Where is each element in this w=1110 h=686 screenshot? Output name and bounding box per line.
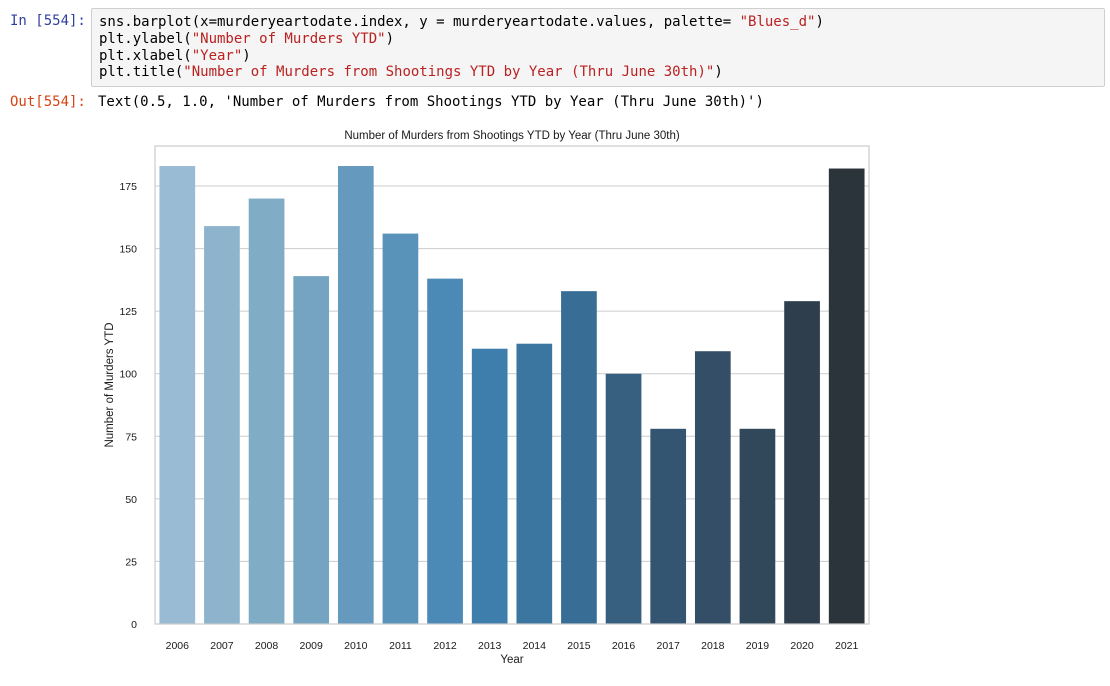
bar-chart: Number of Murders from Shootings YTD by … (104, 130, 870, 666)
y-tick-label: 25 (125, 556, 137, 568)
x-axis-label: Year (500, 654, 523, 666)
bar (561, 291, 597, 624)
x-tick-label: 2008 (255, 640, 279, 652)
x-tick-label: 2016 (612, 640, 636, 652)
x-tick-label: 2011 (389, 640, 412, 652)
code-line: plt.xlabel("Year") (99, 48, 1097, 65)
bar (204, 226, 240, 624)
output-prompt: Out[554]: (10, 94, 86, 110)
bar (694, 351, 731, 624)
code-string: "Blues_d" (739, 14, 816, 30)
x-tick-label: 2006 (166, 640, 190, 652)
output-text: Text(0.5, 1.0, 'Number of Murders from S… (98, 94, 764, 110)
y-tick-label: 0 (131, 619, 137, 631)
code-string: "Number of Murders YTD" (191, 30, 386, 47)
output-cell: Out[554]: Text(0.5, 1.0, 'Number of Murd… (0, 94, 1110, 684)
bar (605, 373, 642, 624)
y-axis-label: Number of Murders YTD (104, 322, 116, 447)
bar (159, 166, 196, 624)
bar (337, 166, 374, 624)
x-tick-label: 2020 (790, 640, 814, 652)
x-tick-label: 2021 (835, 640, 859, 652)
x-tick-label: 2012 (433, 640, 457, 652)
code-line: plt.ylabel("Number of Murders YTD") (99, 31, 1097, 48)
bar (471, 348, 508, 624)
bar (516, 343, 553, 624)
x-tick-label: 2010 (344, 640, 368, 652)
code-token: ) (385, 30, 395, 47)
y-tick-label: 125 (119, 306, 137, 318)
code-line: sns.barplot(x=murderyeartodate.index, y … (99, 14, 1097, 31)
x-tick-label: 2015 (567, 640, 591, 652)
x-tick-label: 2013 (478, 640, 502, 652)
bar (382, 233, 419, 625)
x-tick-label: 2019 (746, 640, 770, 652)
chart-title: Number of Murders from Shootings YTD by … (344, 130, 680, 142)
code-token: ) (815, 14, 824, 30)
y-tick-label: 150 (119, 244, 137, 256)
bar (650, 428, 687, 624)
x-tick-label: 2014 (523, 640, 547, 652)
x-tick-label: 2017 (657, 640, 681, 652)
plot-frame (154, 145, 870, 625)
code-token: plt.xlabel( (99, 47, 192, 64)
bar (784, 301, 820, 624)
x-tick-label: 2007 (210, 640, 234, 652)
y-tick-label: 175 (119, 181, 137, 193)
code-token: plt.title( (99, 64, 184, 81)
code-line: plt.title("Number of Murders from Shooti… (99, 64, 1097, 81)
y-tick-label: 75 (125, 431, 137, 443)
x-tick-label: 2009 (300, 640, 324, 652)
x-tick-label: 2018 (701, 640, 725, 652)
code-string: "Year" (191, 47, 243, 64)
code-token: ) (714, 64, 723, 81)
code-editor[interactable]: sns.barplot(x=murderyeartodate.index, y … (91, 8, 1105, 87)
code-token: plt.ylabel( (99, 30, 192, 47)
input-prompt: In [554]: (10, 13, 86, 29)
y-tick-label: 50 (125, 494, 137, 506)
code-string: "Number of Murders from Shootings YTD by… (183, 64, 715, 81)
bar (293, 276, 330, 624)
code-token: ) (242, 47, 251, 64)
bar (427, 278, 463, 624)
input-cell[interactable]: In [554]: sns.barplot(x=murderyeartodate… (0, 8, 1110, 88)
code-token: sns.barplot(x=murderyeartodate.index, y … (99, 14, 740, 30)
bar (248, 198, 285, 624)
bar (739, 428, 776, 624)
y-tick-label: 100 (119, 369, 137, 381)
bar (828, 168, 865, 624)
